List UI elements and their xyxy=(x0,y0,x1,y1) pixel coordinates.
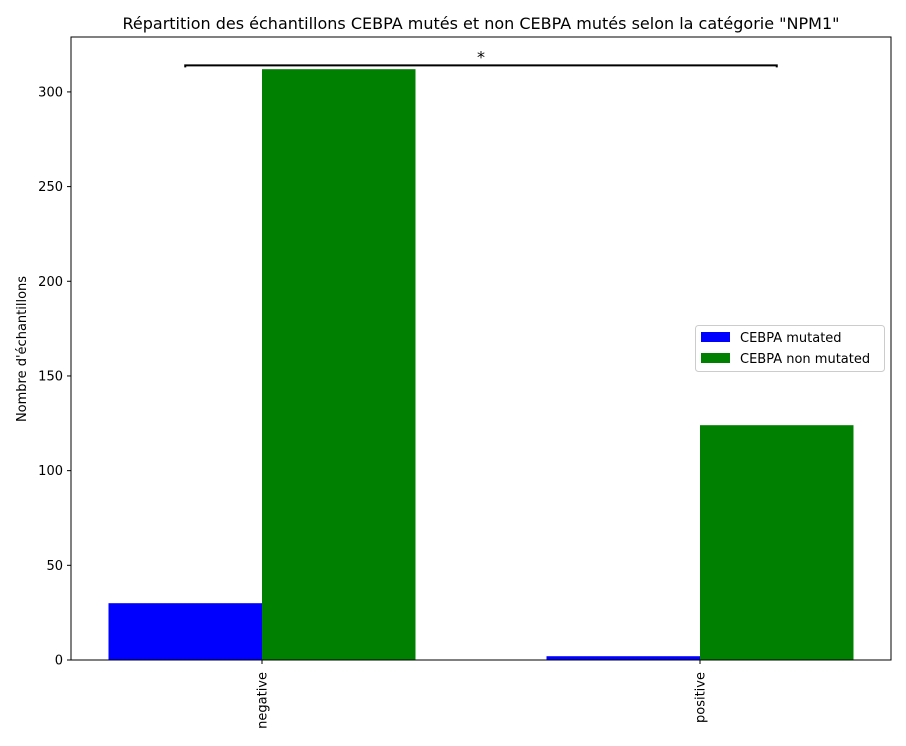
y-tick-label: 250 xyxy=(38,180,63,195)
bar-cebpa-non-mutated-negative xyxy=(262,69,416,661)
legend-label: CEBPA non mutated xyxy=(740,352,870,367)
y-tick-label: 200 xyxy=(38,275,63,290)
significance-star: * xyxy=(477,47,485,66)
y-tick-label: 50 xyxy=(46,559,63,574)
significance-bracket xyxy=(184,64,778,68)
plot-frame xyxy=(70,36,892,661)
x-tick-label-negative: negative xyxy=(256,672,271,729)
y-tick-label: 0 xyxy=(55,654,63,669)
bar-cebpa-non-mutated-positive xyxy=(700,425,854,660)
x-tick-label-positive: positive xyxy=(694,672,709,723)
legend-box xyxy=(695,325,885,372)
legend-swatch xyxy=(701,332,730,342)
y-axis-ticks: 0 50 100 150 200 250 300 xyxy=(38,85,71,669)
y-tick-label: 300 xyxy=(38,85,63,100)
bars-group xyxy=(108,69,854,661)
x-axis-ticks: negative positive xyxy=(256,660,709,729)
legend-label: CEBPA mutated xyxy=(740,331,842,346)
y-tick-label: 150 xyxy=(38,369,63,384)
chart-title: Répartition des échantillons CEBPA mutés… xyxy=(123,14,840,33)
bar-cebpa-mutated-positive xyxy=(546,656,700,660)
significance-annotation: * xyxy=(184,47,778,68)
y-axis-label: Nombre d'échantillons xyxy=(15,276,30,422)
legend-swatch xyxy=(701,353,730,363)
bar-cebpa-mutated-negative xyxy=(108,603,262,660)
y-tick-label: 100 xyxy=(38,464,63,479)
legend: CEBPA mutated CEBPA non mutated xyxy=(695,325,885,372)
